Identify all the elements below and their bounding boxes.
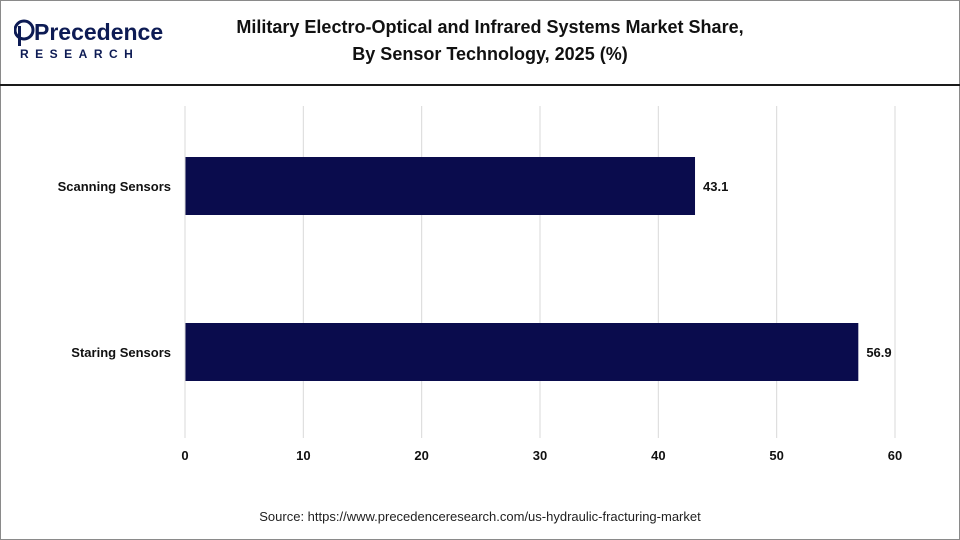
bar [185, 157, 696, 215]
x-tick-label: 30 [533, 448, 547, 463]
x-tick-label: 50 [769, 448, 783, 463]
category-label: Scanning Sensors [58, 179, 171, 194]
header: Precedence RESEARCH Military Electro-Opt… [0, 0, 960, 86]
brand-name-sub: RESEARCH [20, 47, 139, 61]
x-tick-label: 20 [414, 448, 428, 463]
x-tick-label: 40 [651, 448, 665, 463]
data-label: 56.9 [866, 345, 891, 360]
logo-mark-icon [14, 19, 35, 46]
chart-title: Military Electro-Optical and Infrared Sy… [190, 14, 790, 68]
x-tick-label: 0 [181, 448, 188, 463]
chart-title-line-2: By Sensor Technology, 2025 (%) [352, 44, 628, 64]
bar-chart: 0 10 20 30 40 50 60 Scanning Sensors 43.1 Staring… [58, 106, 902, 463]
brand-logo: Precedence RESEARCH [14, 14, 164, 64]
bar [185, 323, 859, 381]
category-label: Staring Sensors [71, 345, 171, 360]
x-tick-label: 60 [888, 448, 902, 463]
source-note: Source: https://www.precedenceresearch.c… [259, 509, 701, 524]
data-label: 43.1 [703, 179, 728, 194]
chart-title-line-1: Military Electro-Optical and Infrared Sy… [236, 17, 744, 37]
x-tick-label: 10 [296, 448, 310, 463]
brand-name-main: Precedence [34, 19, 163, 45]
